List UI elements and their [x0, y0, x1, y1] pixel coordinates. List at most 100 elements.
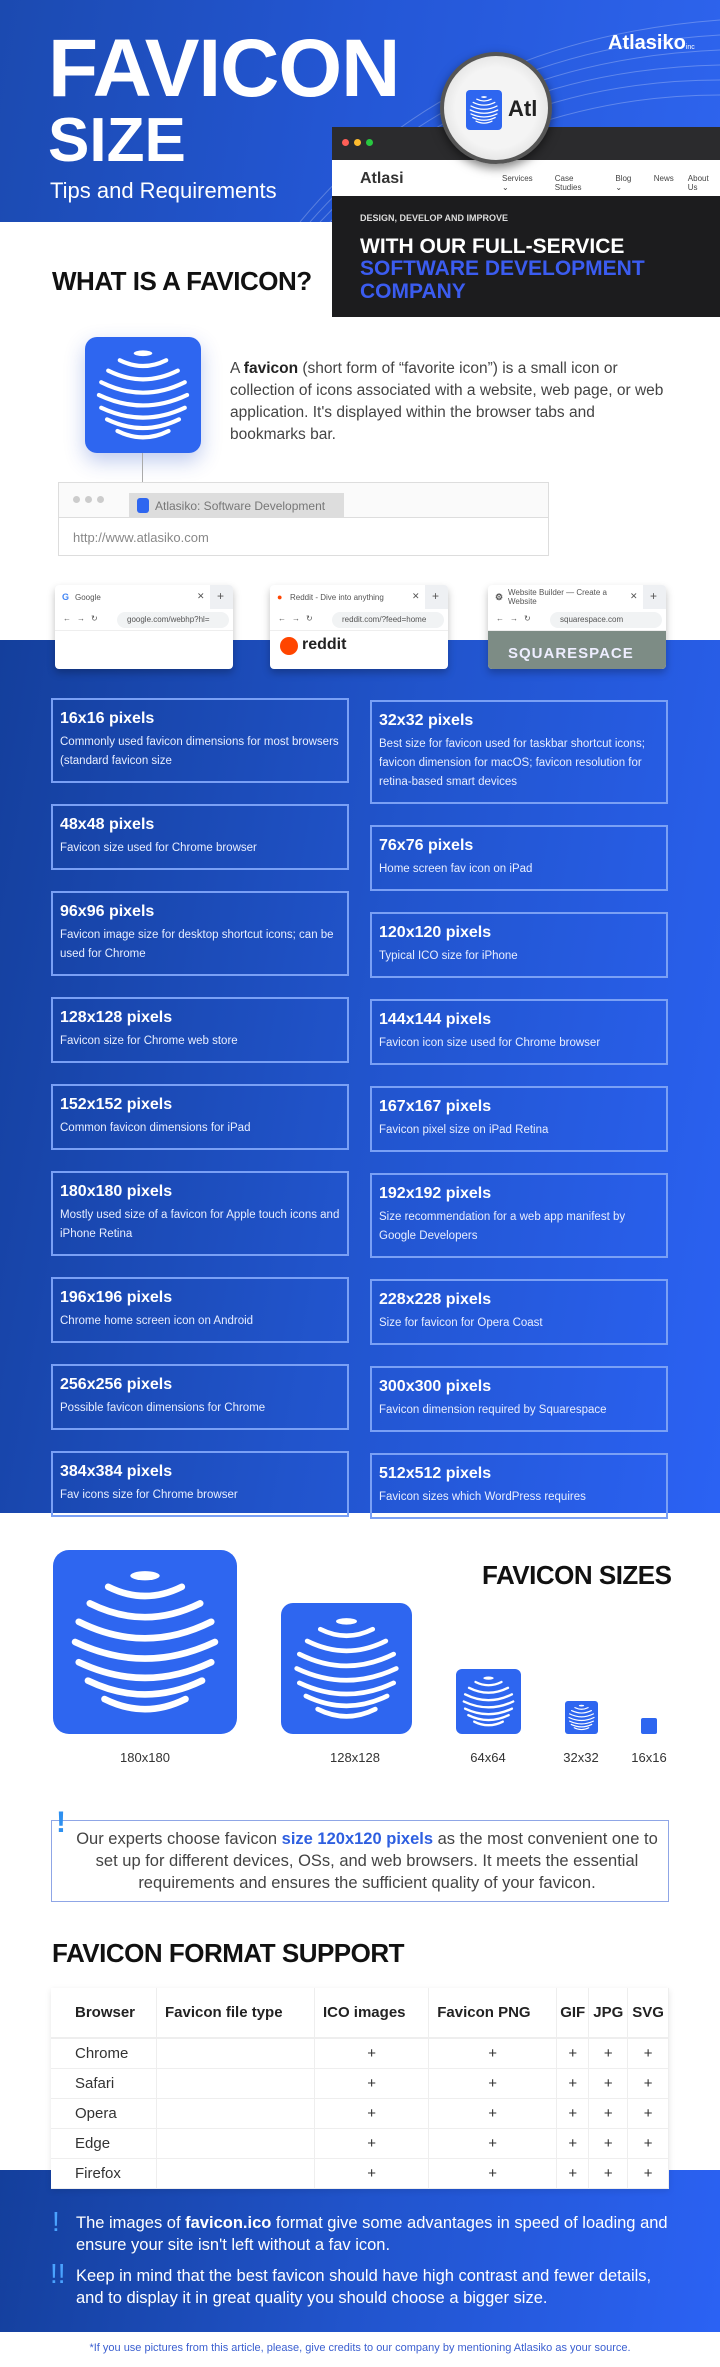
- credits-footer: *If you use pictures from this article, …: [89, 2342, 631, 2354]
- new-tab-icon[interactable]: +: [217, 589, 225, 603]
- website-screenshot: Atlasi Services ⌄ Case Studies Blog ⌄ Ne…: [332, 127, 720, 317]
- column-header: Browser: [51, 1988, 158, 2039]
- note-contrast: Keep in mind that the best favicon shoul…: [76, 2267, 652, 2307]
- close-tab-icon[interactable]: ✕: [630, 591, 638, 601]
- address-bar[interactable]: reddit.com/?feed=home: [332, 612, 444, 628]
- size-card-title: 152x152 pixels: [60, 1096, 173, 1113]
- size-card-title: 228x228 pixels: [379, 1291, 492, 1308]
- support-cell: +: [627, 2068, 669, 2099]
- browser-name: Safari: [51, 2068, 158, 2099]
- table-row: Edge + + + + +: [51, 2128, 669, 2159]
- address-bar[interactable]: google.com/webhp?hl=: [117, 612, 229, 628]
- support-cell: +: [556, 2068, 590, 2099]
- nav-case-studies: Case Studies: [554, 174, 582, 192]
- size-label: 64x64: [470, 1750, 506, 1765]
- support-cell: +: [588, 2098, 629, 2129]
- favicon-180: [53, 1550, 237, 1734]
- title-line-1: FAVICON: [48, 23, 400, 114]
- globe-icon: [456, 1669, 521, 1734]
- globe-icon: [53, 1550, 237, 1734]
- size-card-title: 76x76 pixels: [379, 837, 474, 854]
- address-bar[interactable]: http://www.atlasiko.com: [73, 530, 209, 545]
- size-card: 512x512 pixels Favicon sizes which WordPr…: [370, 1453, 668, 1519]
- squarespace-wordmark: SQUARESPACE: [508, 645, 634, 662]
- address-bar[interactable]: squarespace.com: [550, 612, 662, 628]
- browser-name: Chrome: [51, 2038, 158, 2069]
- nav-arrows-icon[interactable]: ←→↻: [496, 614, 537, 623]
- size-card-desc: Favicon image size for desktop shortcut …: [60, 929, 334, 960]
- size-card: 48x48 pixels Favicon size used for Chrome…: [51, 804, 349, 870]
- support-cell: +: [556, 2158, 590, 2189]
- support-cell: +: [428, 2158, 557, 2189]
- atlasiko-logo: Atlasikoinc: [608, 32, 695, 55]
- size-card: 120x120 pixels Typical ICO size for iPhon…: [370, 912, 668, 978]
- nav-arrows-icon[interactable]: ←→↻: [278, 614, 319, 623]
- table-row: Safari + + + + +: [51, 2068, 669, 2099]
- favicon-icon: [137, 498, 149, 513]
- browser-mockup: Atlasiko: Software Development http://ww…: [58, 482, 549, 556]
- size-card-desc: Favicon size for Chrome web store: [60, 1035, 238, 1047]
- browser-example-reddit: ● Reddit - Dive into anything ✕ + ←→↻ reddit…: [270, 585, 448, 669]
- size-card: 128x128 pixels Favicon size for Chrome we…: [51, 997, 349, 1063]
- support-cell: +: [428, 2068, 557, 2099]
- size-label: 180x180: [120, 1750, 170, 1765]
- size-card-title: 96x96 pixels: [60, 903, 155, 920]
- new-tab-icon[interactable]: +: [432, 589, 440, 603]
- nav-services: Services ⌄: [502, 174, 533, 192]
- support-cell: +: [627, 2038, 669, 2069]
- support-cell: +: [428, 2038, 557, 2069]
- size-card-desc: Favicon icon size used for Chrome browse…: [379, 1037, 601, 1049]
- close-tab-icon[interactable]: ✕: [197, 591, 205, 601]
- support-cell: +: [314, 2038, 430, 2069]
- note-ico-format: The images of favicon.ico format give so…: [76, 2214, 668, 2254]
- table-row: Opera + + + + +: [51, 2098, 669, 2129]
- size-label: 32x32: [563, 1750, 599, 1765]
- column-header: JPG: [588, 1988, 629, 2039]
- size-card-desc: Fav icons size for Chrome browser: [60, 1489, 238, 1501]
- support-cell: +: [428, 2128, 557, 2159]
- browser-tab[interactable]: Atlasiko: Software Development: [129, 493, 344, 518]
- size-card: 300x300 pixels Favicon dimension required…: [370, 1366, 668, 1432]
- favicon-icon: [466, 90, 502, 130]
- favicon-sizes-title: FAVICON SIZES: [482, 1560, 672, 1590]
- size-card: 384x384 pixels Fav icons size for Chrome …: [51, 1451, 349, 1517]
- exclamation-icon: !: [56, 1806, 66, 1839]
- size-card: 196x196 pixels Chrome home screen icon on…: [51, 1277, 349, 1343]
- magnifier: Atl: [440, 52, 552, 164]
- support-cell: +: [588, 2128, 629, 2159]
- double-exclamation-icon: !!: [50, 2258, 66, 2289]
- support-cell: +: [428, 2098, 557, 2129]
- subtitle: Tips and Requirements: [50, 178, 277, 203]
- magnified-text: Atl: [508, 96, 538, 121]
- nav-news: News: [653, 174, 674, 183]
- size-card-title: 384x384 pixels: [60, 1463, 173, 1480]
- size-card-desc: Chrome home screen icon on Android: [60, 1315, 254, 1327]
- close-tab-icon[interactable]: ✕: [412, 591, 420, 601]
- logo-text: Atlasiko: [608, 32, 686, 54]
- size-card: 256x256 pixels Possible favicon dimension…: [51, 1364, 349, 1430]
- size-label: 128x128: [330, 1750, 380, 1765]
- size-card: 144x144 pixels Favicon icon size used for…: [370, 999, 668, 1065]
- size-card-title: 300x300 pixels: [379, 1378, 492, 1395]
- size-card-desc: Favicon sizes which WordPress requires: [379, 1491, 586, 1503]
- site-nav: Atlasi Services ⌄ Case Studies Blog ⌄ Ne…: [332, 160, 720, 196]
- support-cell: [156, 2158, 315, 2189]
- new-tab-icon[interactable]: +: [650, 589, 658, 603]
- size-card-title: 120x120 pixels: [379, 924, 492, 941]
- size-card-desc: Typical ICO size for iPhone: [379, 950, 518, 962]
- size-card: 167x167 pixels Favicon pixel size on iPad…: [370, 1086, 668, 1152]
- connector-line: [142, 453, 143, 505]
- size-card-desc: Common favicon dimensions for iPad: [60, 1122, 251, 1134]
- nav-arrows-icon[interactable]: ←→↻: [63, 614, 104, 623]
- support-cell: +: [556, 2038, 590, 2069]
- support-cell: +: [627, 2128, 669, 2159]
- globe-icon: [565, 1701, 598, 1734]
- table-row: Firefox + + + + +: [51, 2158, 669, 2189]
- table-row: Chrome + + + + +: [51, 2038, 669, 2069]
- reddit-wordmark: reddit: [302, 636, 347, 653]
- exclamation-icon: !: [52, 2206, 60, 2237]
- reddit-favicon-icon: ●: [277, 592, 283, 602]
- support-cell: +: [314, 2158, 430, 2189]
- size-card-title: 128x128 pixels: [60, 1009, 173, 1026]
- support-cell: [156, 2068, 315, 2099]
